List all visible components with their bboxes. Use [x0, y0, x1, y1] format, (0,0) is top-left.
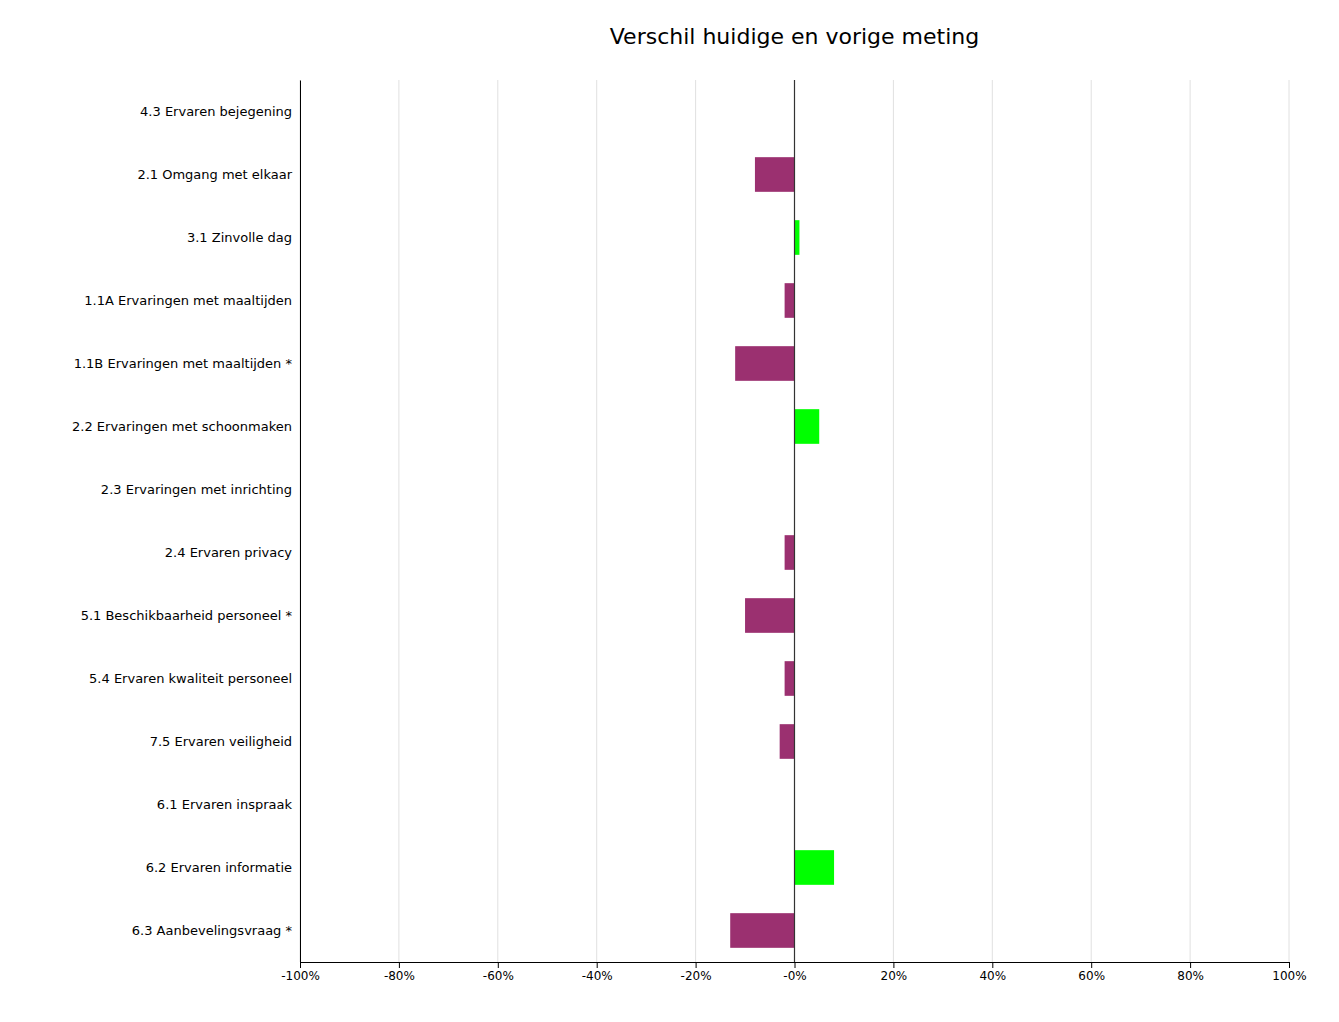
- tick: 2.3 Ervaringen met inrichting: [101, 482, 292, 497]
- tick-label: 1.1A Ervaringen met maaltijden: [84, 293, 292, 308]
- grid-line: [893, 80, 894, 962]
- tick-mark: [1091, 962, 1092, 968]
- axis-line: [301, 963, 1290, 969]
- tick-label: 60%: [1078, 969, 1105, 983]
- grid-line: [1091, 80, 1092, 962]
- grid-line: [398, 80, 399, 962]
- tick-label: 7.5 Ervaren veiligheid: [150, 734, 292, 749]
- tick-label: -40%: [582, 969, 613, 983]
- tick-label: 2.1 Omgang met elkaar: [137, 167, 292, 182]
- tick-label: 6.2 Ervaren informatie: [146, 860, 292, 875]
- tick-label: 100%: [1272, 969, 1306, 983]
- chart: -100% -80% -60% -40% -20% -0% 20% 40% 60% 80% 100%…: [0, 0, 1339, 1022]
- tick-label: 6.3 Aanbevelingsvraag *: [132, 923, 293, 938]
- title: Verschil huidige en vorige meting: [610, 24, 979, 49]
- grid-line: [992, 80, 993, 962]
- grid-line: [300, 80, 301, 962]
- bar: [785, 661, 795, 696]
- tick-label: 3.1 Zinvolle dag: [187, 230, 292, 245]
- tick-label: -100%: [281, 969, 320, 983]
- tick: -80%: [384, 962, 415, 983]
- tick: 80%: [1177, 962, 1204, 983]
- tick: 20%: [881, 962, 908, 983]
- tick: -60%: [483, 962, 514, 983]
- bar: [795, 409, 820, 444]
- tick: 4.3 Ervaren bejegening: [140, 104, 292, 119]
- tick-label: 6.1 Ervaren inspraak: [157, 797, 293, 812]
- tick-mark: [498, 962, 499, 968]
- grid: [300, 80, 1289, 962]
- tick-label: 5.4 Ervaren kwaliteit personeel: [89, 671, 292, 686]
- grid-line: [794, 80, 795, 962]
- tick-label: 2.4 Ervaren privacy: [165, 545, 292, 560]
- x-axis: -100% -80% -60% -40% -20% -0% 20% 40% 60% 80% 100%: [281, 962, 1306, 983]
- tick-label: -20%: [681, 969, 712, 983]
- tick-mark: [399, 962, 400, 968]
- bars: [730, 157, 834, 948]
- bar: [745, 598, 794, 633]
- tick: -0%: [783, 962, 806, 983]
- tick: -40%: [582, 962, 613, 983]
- tick: 60%: [1078, 962, 1105, 983]
- y-axis: 4.3 Ervaren bejegening 2.1 Omgang met elk…: [72, 81, 300, 963]
- bar: [735, 346, 794, 381]
- plot-area: -100% -80% -60% -40% -20% -0% 20% 40% 60% 80% 100%…: [72, 80, 1307, 983]
- tick: -20%: [681, 962, 712, 983]
- tick-label: 20%: [881, 969, 908, 983]
- tick: 1.1B Ervaringen met maaltijden *: [74, 356, 293, 371]
- bar: [785, 283, 795, 318]
- bar: [730, 913, 794, 948]
- tick-mark: [597, 962, 598, 968]
- bar: [795, 220, 800, 255]
- tick-mark: [992, 962, 993, 968]
- bar: [795, 850, 835, 885]
- tick: 5.1 Beschikbaarheid personeel *: [81, 608, 293, 623]
- tick-label: 2.2 Ervaringen met schoonmaken: [72, 419, 292, 434]
- tick: 6.1 Ervaren inspraak: [157, 797, 293, 812]
- tick-mark: [696, 962, 697, 968]
- tick: 5.4 Ervaren kwaliteit personeel: [89, 671, 292, 686]
- tick-label: 1.1B Ervaringen met maaltijden *: [74, 356, 293, 371]
- tick-label: 80%: [1177, 969, 1204, 983]
- grid-line: [695, 80, 696, 962]
- tick: 40%: [979, 962, 1006, 983]
- tick-mark: [1289, 962, 1290, 968]
- tick-label: 40%: [979, 969, 1006, 983]
- tick: -100%: [281, 962, 320, 983]
- grid-line: [1289, 80, 1290, 962]
- tick-mark: [1190, 962, 1191, 968]
- tick: 6.3 Aanbevelingsvraag *: [132, 923, 293, 938]
- tick-label: 2.3 Ervaringen met inrichting: [101, 482, 292, 497]
- tick-label: -0%: [783, 969, 806, 983]
- tick-label: -60%: [483, 969, 514, 983]
- tick: 100%: [1272, 962, 1306, 983]
- tick: 7.5 Ervaren veiligheid: [150, 734, 292, 749]
- axis-line: [300, 81, 301, 963]
- tick: 1.1A Ervaringen met maaltijden: [84, 293, 292, 308]
- grid-line: [596, 80, 597, 962]
- bar: [780, 724, 795, 759]
- grid-line: [497, 80, 498, 962]
- tick-mark: [300, 962, 301, 968]
- tick: 2.4 Ervaren privacy: [165, 545, 292, 560]
- tick-label: 4.3 Ervaren bejegening: [140, 104, 292, 119]
- grid-line: [1190, 80, 1191, 962]
- zero-line: [794, 80, 795, 962]
- bar: [755, 157, 795, 192]
- tick: 2.2 Ervaringen met schoonmaken: [72, 419, 292, 434]
- tick-mark: [795, 962, 796, 968]
- tick: 6.2 Ervaren informatie: [146, 860, 292, 875]
- tick-label: 5.1 Beschikbaarheid personeel *: [81, 608, 293, 623]
- bar: [785, 535, 795, 570]
- tick: 3.1 Zinvolle dag: [187, 230, 292, 245]
- tick-mark: [893, 962, 894, 968]
- tick-label: -80%: [384, 969, 415, 983]
- tick: 2.1 Omgang met elkaar: [137, 167, 292, 182]
